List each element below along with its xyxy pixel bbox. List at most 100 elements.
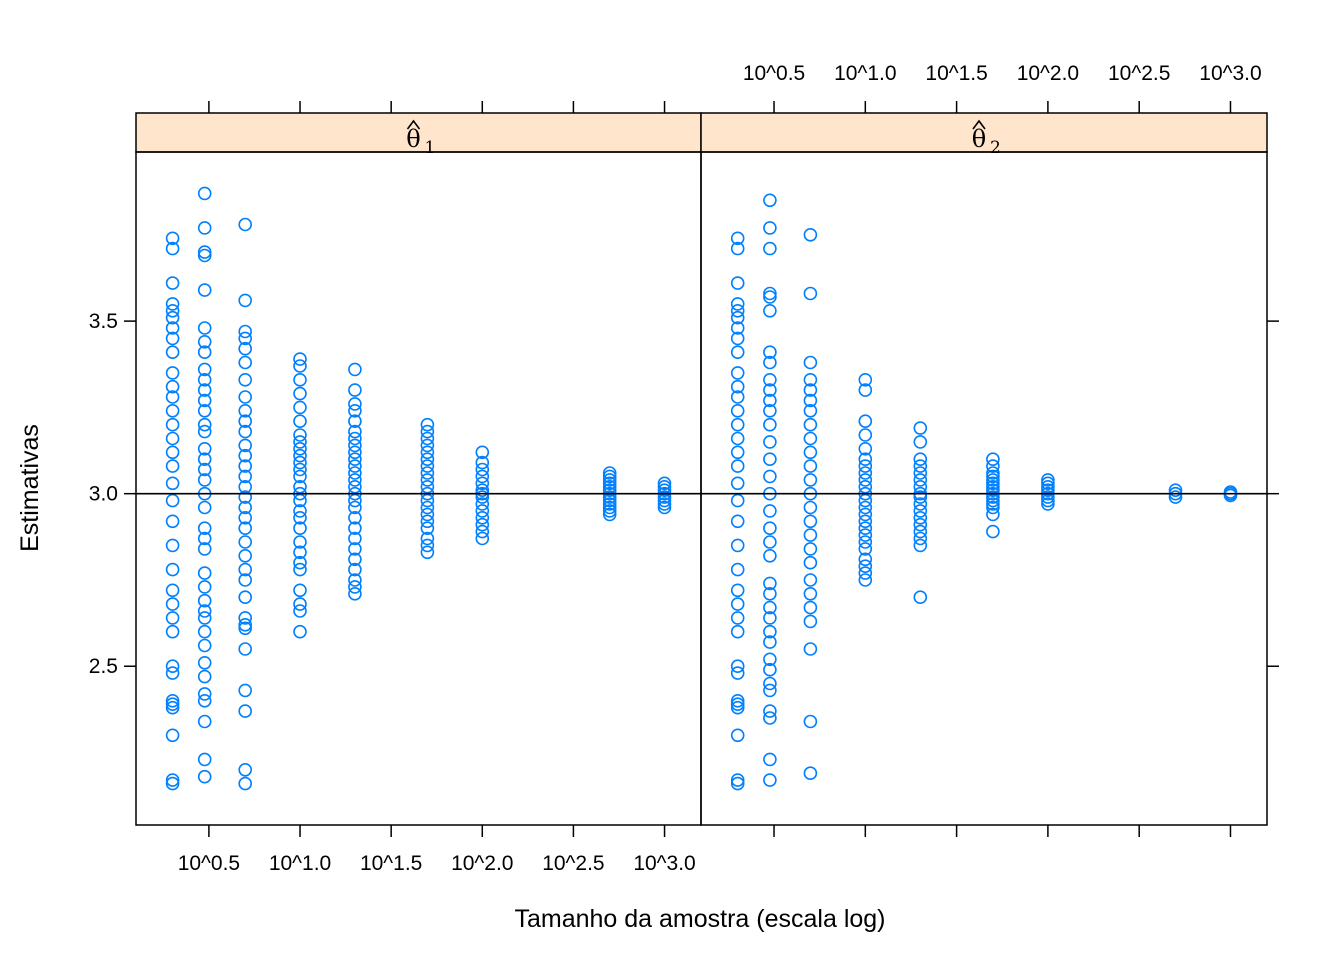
data-point xyxy=(293,441,307,456)
data-point xyxy=(730,379,745,394)
data-point xyxy=(293,493,307,508)
data-point xyxy=(197,462,212,477)
data-point xyxy=(803,286,818,301)
data-point xyxy=(763,403,777,418)
data-point xyxy=(238,490,252,504)
data-point xyxy=(986,476,1000,491)
data-point xyxy=(913,490,928,504)
data-point xyxy=(420,466,435,480)
data-point xyxy=(238,355,252,370)
data-point xyxy=(420,531,435,546)
data-point xyxy=(763,773,777,787)
data-point xyxy=(763,372,777,387)
data-point xyxy=(475,517,490,532)
data-point xyxy=(986,507,1000,522)
data-point xyxy=(803,555,818,570)
data-point xyxy=(763,355,777,370)
data-point xyxy=(420,521,435,536)
data-point xyxy=(293,479,307,494)
data-point xyxy=(348,573,362,587)
data-point xyxy=(913,421,928,435)
data-point xyxy=(348,431,362,446)
data-point xyxy=(913,473,928,487)
data-point xyxy=(238,424,252,439)
data-point xyxy=(420,452,435,467)
data-point xyxy=(420,417,435,432)
panel-strip xyxy=(700,112,1268,153)
data-point xyxy=(913,504,928,518)
data-point xyxy=(197,417,212,432)
data-point xyxy=(293,435,307,449)
data-point xyxy=(657,500,672,515)
data-point xyxy=(348,531,362,546)
x-tick-label-top: 10^0.5 xyxy=(743,62,805,85)
data-point xyxy=(730,276,745,290)
data-point xyxy=(197,473,212,487)
data-point xyxy=(763,504,777,518)
data-point xyxy=(348,493,362,508)
data-point xyxy=(293,604,307,618)
x-tick-label-bottom: 10^3.0 xyxy=(633,852,695,875)
data-point xyxy=(803,542,818,556)
data-point xyxy=(1041,473,1055,487)
data-point xyxy=(1041,497,1055,511)
data-point xyxy=(293,428,307,442)
data-point xyxy=(803,714,818,729)
data-point xyxy=(602,476,617,491)
data-point xyxy=(475,524,490,539)
data-point xyxy=(197,769,212,784)
strip-label-subscript: 1 xyxy=(425,138,436,158)
data-point xyxy=(858,566,873,580)
data-point xyxy=(763,535,777,549)
y-tick-label: 3.5 xyxy=(89,310,118,333)
data-point xyxy=(602,479,617,494)
data-point xyxy=(803,383,818,397)
data-point xyxy=(165,493,180,508)
data-point xyxy=(238,617,252,632)
data-point xyxy=(475,497,490,511)
data-point xyxy=(420,424,435,439)
data-point xyxy=(165,700,180,715)
data-point xyxy=(197,441,212,456)
data-point xyxy=(858,528,873,542)
data-point xyxy=(763,221,777,235)
data-point xyxy=(763,711,777,725)
data-point xyxy=(238,217,252,232)
data-point xyxy=(348,403,362,418)
data-point xyxy=(803,642,818,656)
data-point xyxy=(238,500,252,515)
data-point xyxy=(348,383,362,397)
data-point xyxy=(913,510,928,525)
data-point xyxy=(165,310,180,325)
data-point xyxy=(913,517,928,532)
data-point xyxy=(730,476,745,491)
data-point xyxy=(197,604,212,618)
data-point xyxy=(475,531,490,546)
data-point xyxy=(238,479,252,494)
data-point xyxy=(858,552,873,567)
data-point xyxy=(1041,490,1055,504)
data-point xyxy=(293,535,307,549)
data-point xyxy=(238,562,252,577)
data-point xyxy=(657,476,672,491)
data-point xyxy=(475,476,490,491)
data-point xyxy=(803,445,818,460)
data-point xyxy=(165,303,180,318)
data-point xyxy=(238,642,252,656)
data-point xyxy=(293,414,307,429)
data-point xyxy=(475,490,490,504)
data-point xyxy=(165,697,180,712)
data-point xyxy=(197,566,212,580)
data-point xyxy=(348,452,362,467)
data-point xyxy=(913,459,928,473)
data-point xyxy=(197,687,212,701)
panel-points xyxy=(730,193,1238,791)
data-point xyxy=(763,345,777,360)
data-point xyxy=(763,241,777,256)
data-point xyxy=(730,310,745,325)
data-point xyxy=(293,510,307,525)
x-tick-label-top: 10^1.5 xyxy=(925,62,987,85)
data-point xyxy=(348,414,362,429)
data-point xyxy=(197,638,212,653)
